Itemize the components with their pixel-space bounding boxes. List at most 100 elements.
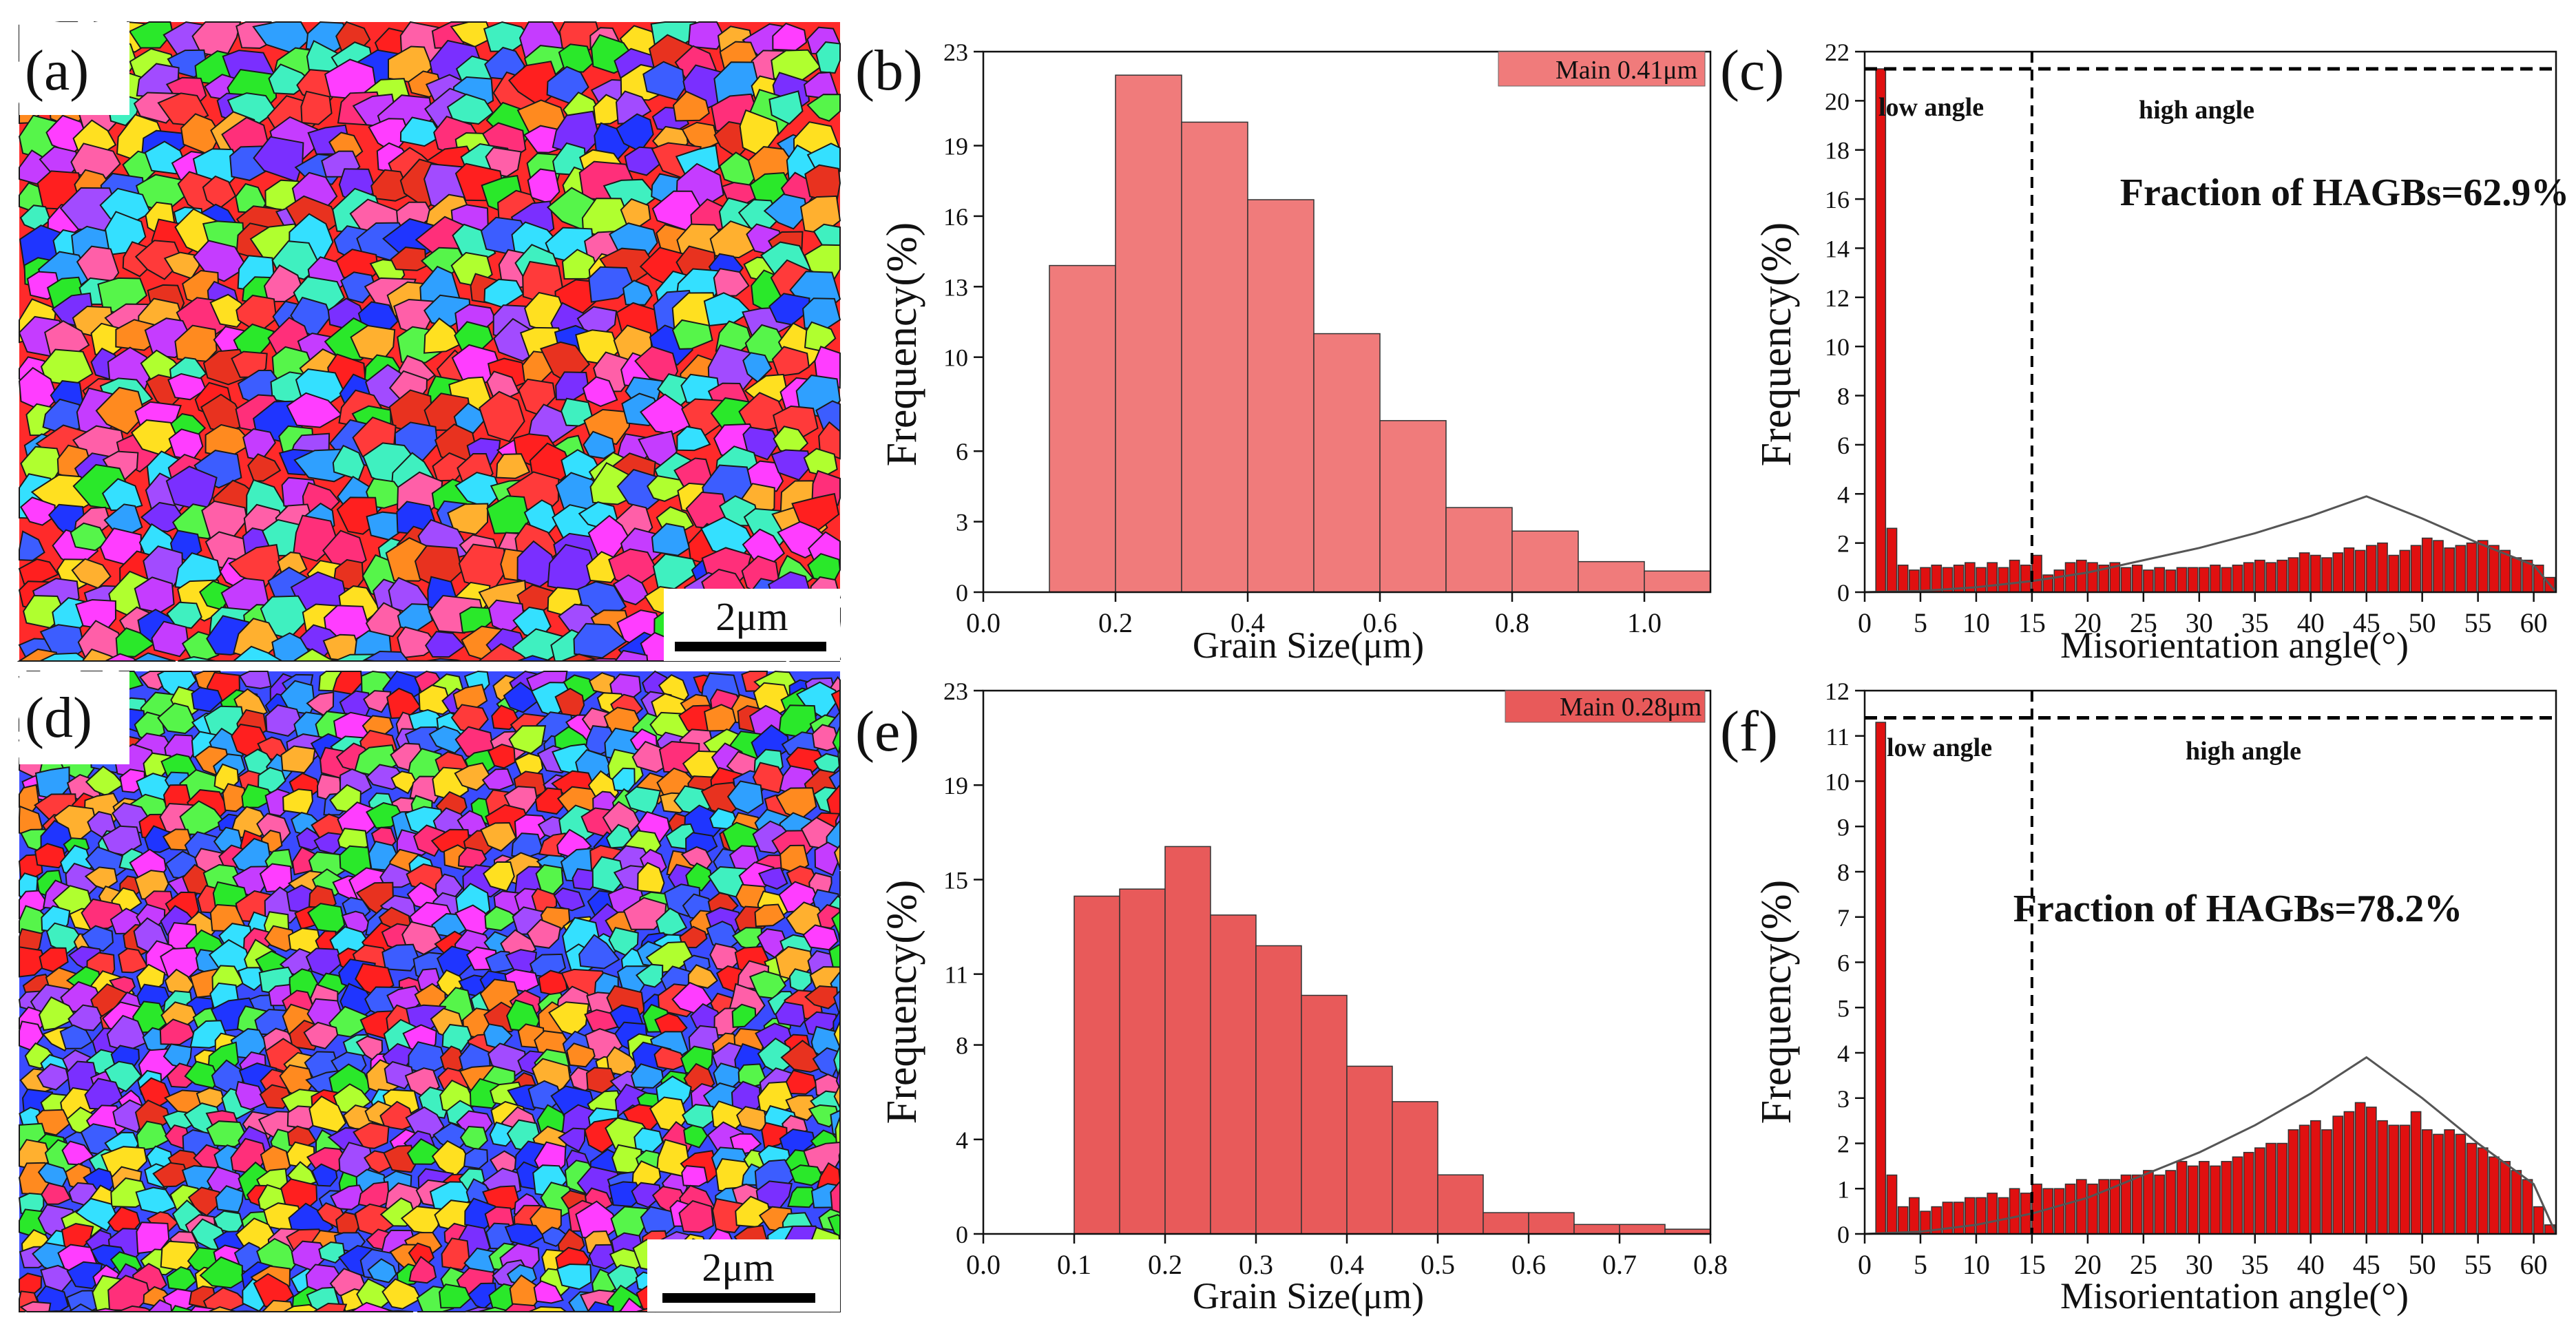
grain [559, 44, 593, 72]
chart-c-bar [2255, 560, 2265, 592]
chart-c-bar [2422, 538, 2432, 593]
chart-b-legend: Main 0.41μm [1556, 56, 1697, 85]
chart-f-bar [2065, 1184, 2075, 1234]
chart-c-ytick-label: 6 [1837, 432, 1850, 459]
chart-b-bar [1512, 531, 1578, 592]
chart-f-bar [2400, 1125, 2409, 1234]
chart-e-ytick-label: 11 [944, 961, 968, 989]
panel-label-c: (c) [1720, 39, 1784, 103]
chart-f-bar [2422, 1130, 2432, 1234]
chart-c-ytick-label: 4 [1837, 481, 1850, 508]
chart-c-bar [2155, 567, 2164, 592]
chart-c-bar [2144, 570, 2153, 592]
chart-b-ytick-label: 13 [943, 273, 968, 301]
chart-c-reference-lines [1865, 52, 2556, 592]
chart-e-bar [1256, 945, 1301, 1234]
chart-e-bar [1301, 996, 1347, 1234]
chart-f-bar [2333, 1116, 2343, 1234]
chart-f-bar [2411, 1111, 2420, 1234]
chart-e-bar [1620, 1224, 1665, 1234]
chart-c-xtick-label: 5 [1914, 607, 1927, 638]
chart-e-xtick-label: 0.1 [1057, 1249, 1091, 1280]
chart-e-bar [1165, 846, 1211, 1234]
chart-b-bar [1314, 334, 1380, 592]
chart-c-bar [2277, 560, 2287, 592]
chart-b-ytick-label: 19 [943, 133, 968, 160]
chart-c-low-angle-label: low angle [1878, 93, 1984, 122]
chart-f-xtick-label: 55 [2464, 1249, 2492, 1280]
chart-c-bar [2389, 555, 2398, 592]
chart-c-xtick-label: 55 [2464, 607, 2492, 638]
chart-c-bar [2177, 567, 2186, 592]
chart-f-ytick-label: 5 [1837, 994, 1850, 1022]
chart-c-bar [2199, 567, 2209, 592]
chart-c-ytick-label: 14 [1825, 235, 1850, 262]
scale-bar-d [662, 1293, 815, 1303]
chart-c-bar [2322, 558, 2332, 592]
chart-f-hagb-fraction: Fraction of HAGBs=78.2% [2013, 888, 2463, 930]
chart-e-xtick-label: 0.6 [1511, 1249, 1546, 1280]
chart-c-xtick-label: 0 [1858, 607, 1872, 638]
chart-c-bar [1987, 563, 1997, 592]
chart-c-bar [2032, 555, 2042, 592]
chart-c-bar [1920, 567, 1930, 592]
chart-c-ytick-label: 22 [1825, 39, 1850, 66]
chart-c-bar [2010, 560, 2020, 592]
chart-c-bar [2244, 563, 2254, 592]
chart-f-bars [1876, 722, 2555, 1234]
grain [229, 1311, 262, 1312]
chart-f-ytick-label: 0 [1837, 1221, 1850, 1248]
chart-c-ytick-label: 16 [1825, 186, 1850, 213]
chart-b-ytick-label: 10 [943, 344, 968, 372]
chart-f-xtick-label: 15 [2018, 1249, 2046, 1280]
chart-f-low-angle-label: low angle [1887, 733, 1992, 762]
chart-f-bar [2455, 1134, 2465, 1234]
chart-f-bar [2244, 1153, 2254, 1234]
chart-e-bars [1074, 846, 1710, 1234]
scale-bar-a-label: 2μm [715, 594, 788, 639]
chart-e-ytick-label: 8 [956, 1032, 968, 1060]
chart-e-bar [1438, 1175, 1483, 1234]
chart-f-bar [2077, 1180, 2086, 1234]
chart-f-bar [1887, 1175, 1896, 1234]
chart-f-bar [1909, 1197, 1919, 1234]
chart-c-frame [1865, 52, 2556, 592]
chart-c-bar [2088, 563, 2097, 592]
chart-c-xtick-label: 60 [2520, 607, 2548, 638]
chart-b-ylabel: Frequency(%) [879, 222, 925, 467]
chart-c-bar [2077, 560, 2086, 592]
chart-b-xtick-label: 0.8 [1495, 607, 1529, 638]
chart-f-ylabel: Frequency(%) [1753, 880, 1800, 1124]
chart-b-xlabel: Grain Size(μm) [1193, 625, 1424, 666]
chart-f-xtick-label: 0 [1858, 1249, 1872, 1280]
chart-c-bar [2500, 550, 2510, 592]
chart-f-bar [2133, 1175, 2142, 1234]
chart-f-bar [2511, 1171, 2521, 1234]
chart-e-bar [1574, 1224, 1620, 1234]
chart-f-bar [2378, 1121, 2387, 1234]
chart-f-bar [2277, 1144, 2287, 1235]
chart-c-hagb-fraction: Fraction of HAGBs=62.9% [2120, 171, 2570, 214]
chart-c-bar [2478, 541, 2488, 592]
chart-f-bar [1954, 1202, 1964, 1234]
chart-c-bar [2266, 563, 2276, 592]
chart-c-bar [1898, 565, 1908, 592]
panel-label-a: (a) [25, 39, 89, 103]
scale-bar-d-label: 2μm [702, 1245, 774, 1290]
chart-c-ytick-label: 0 [1837, 579, 1850, 607]
chart-f-xtick-label: 10 [1962, 1249, 1990, 1280]
chart-b-xtick-label: 0.2 [1098, 607, 1133, 638]
grain [682, 1166, 707, 1186]
chart-c-bar [2367, 545, 2376, 592]
chart-f-bar [2534, 1207, 2544, 1234]
chart-b-xtick-label: 1.0 [1627, 607, 1662, 638]
chart-f-ytick-label: 12 [1825, 678, 1850, 705]
chart-f-bar [1998, 1197, 2008, 1234]
chart-f-bar [2188, 1166, 2198, 1234]
chart-f-xlabel: Misorientation angle(°) [2060, 1275, 2409, 1317]
chart-f-xtick-label: 50 [2409, 1249, 2436, 1280]
